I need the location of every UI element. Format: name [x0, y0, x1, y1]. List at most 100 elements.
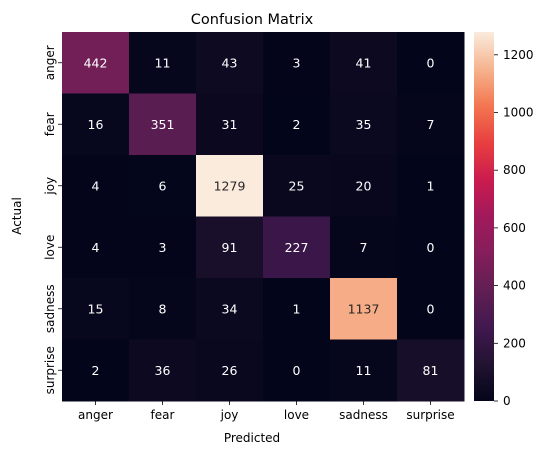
- heatmap-cell: [263, 155, 331, 217]
- cell-value-label: 0: [427, 240, 435, 255]
- heatmap-cell: [263, 278, 331, 340]
- cell-value-label: 20: [356, 178, 372, 193]
- cell-value-label: 7: [427, 117, 435, 132]
- y-tick-label: joy: [43, 177, 57, 196]
- cell-value-label: 0: [293, 363, 301, 378]
- heatmap-cell: [196, 216, 264, 279]
- cell-value-label: 31: [222, 117, 238, 132]
- cell-value-label: 0: [427, 55, 435, 70]
- heatmap-cell: [397, 216, 465, 279]
- heatmap-cell: [196, 155, 264, 217]
- cell-value-label: 41: [356, 55, 372, 70]
- heatmap-cell: [330, 216, 398, 279]
- heatmap-cell-labels: 442 11 43 3 41 016 351 31 2 35 74 6 1279 25 20 14 3 91 227…: [84, 55, 439, 378]
- cell-value-label: 26: [222, 363, 238, 378]
- x-axis-ticks: anger fear joy love sadness surprise: [78, 401, 455, 422]
- heatmap-cell: [397, 155, 465, 217]
- heatmap-cell: [397, 32, 465, 94]
- x-tick-label: joy: [220, 408, 239, 422]
- cell-value-label: 11: [356, 363, 372, 378]
- y-tick-label: love: [43, 235, 57, 260]
- heatmap-cell: [196, 278, 264, 340]
- colorbar-tick-label: 0: [503, 394, 511, 408]
- cell-value-label: 351: [151, 117, 175, 132]
- heatmap-cell: [397, 278, 465, 340]
- heatmap-cell: [330, 32, 398, 94]
- cell-value-label: 2: [293, 117, 301, 132]
- x-tick-label: anger: [78, 408, 113, 422]
- x-tick-label: fear: [151, 408, 175, 422]
- cell-value-label: 2: [92, 363, 100, 378]
- heatmap-cell: [330, 155, 398, 217]
- heatmap-cell: [330, 93, 398, 156]
- colorbar-ticks: 0 200 400 600 800 1000 1200: [494, 48, 534, 408]
- x-tick-label: love: [284, 408, 309, 422]
- y-axis-label: Actual: [10, 197, 24, 235]
- x-tick-label: surprise: [406, 408, 454, 422]
- cell-value-label: 81: [423, 363, 439, 378]
- chart-title: Confusion Matrix: [191, 12, 314, 28]
- cell-value-label: 3: [159, 240, 167, 255]
- heatmap-cell: [62, 155, 130, 217]
- cell-value-label: 1: [293, 301, 301, 316]
- x-axis-label: Predicted: [224, 431, 280, 445]
- cell-value-label: 0: [427, 301, 435, 316]
- heatmap-cell: [129, 155, 197, 217]
- x-tick-label: sadness: [339, 408, 388, 422]
- y-tick-label: surprise: [43, 346, 57, 394]
- cell-value-label: 43: [222, 55, 238, 70]
- colorbar-tick-label: 1000: [503, 105, 534, 119]
- cell-value-label: 4: [92, 178, 100, 193]
- cell-value-label: 442: [84, 55, 108, 70]
- heatmap-cell: [263, 339, 331, 402]
- cell-value-label: 7: [360, 240, 368, 255]
- colorbar-tick-label: 1200: [503, 48, 534, 62]
- cell-value-label: 1: [427, 178, 435, 193]
- colorbar-tick-label: 400: [503, 279, 526, 293]
- heatmap-cell: [129, 278, 197, 340]
- cell-value-label: 36: [155, 363, 171, 378]
- heatmap-cell: [196, 32, 264, 94]
- heatmap-cell: [330, 278, 398, 340]
- heatmap-cell: [129, 93, 197, 156]
- heatmap-cells: [62, 32, 465, 402]
- cell-value-label: 15: [88, 301, 104, 316]
- heatmap-cell: [196, 93, 264, 156]
- heatmap-cell: [62, 93, 130, 156]
- heatmap-cell: [62, 278, 130, 340]
- heatmap-cell: [263, 32, 331, 94]
- y-tick-label: sadness: [43, 284, 57, 333]
- heatmap-cell: [330, 339, 398, 402]
- heatmap-cell: [129, 339, 197, 402]
- y-tick-label: fear: [43, 112, 57, 136]
- cell-value-label: 227: [285, 240, 309, 255]
- colorbar-tick-label: 600: [503, 221, 526, 235]
- heatmap-cell: [62, 216, 130, 279]
- colorbar-tick-label: 800: [503, 163, 526, 177]
- cell-value-label: 34: [222, 301, 238, 316]
- cell-value-label: 91: [222, 240, 238, 255]
- cell-value-label: 3: [293, 55, 301, 70]
- heatmap-cell: [397, 339, 465, 402]
- cell-value-label: 4: [92, 240, 100, 255]
- cell-value-label: 11: [155, 55, 171, 70]
- heatmap-cell: [62, 339, 130, 402]
- cell-value-label: 1137: [348, 301, 380, 316]
- heatmap-cell: [263, 216, 331, 279]
- heatmap-cell: [196, 339, 264, 402]
- colorbar-tick-label: 200: [503, 336, 526, 350]
- cell-value-label: 35: [356, 117, 372, 132]
- heatmap-cell: [263, 93, 331, 156]
- colorbar: [474, 32, 494, 401]
- cell-value-label: 6: [159, 178, 167, 193]
- heatmap-cell: [397, 93, 465, 156]
- cell-value-label: 25: [289, 178, 305, 193]
- cell-value-label: 16: [88, 117, 104, 132]
- y-tick-label: anger: [43, 45, 57, 80]
- heatmap-cell: [62, 32, 130, 94]
- cell-value-label: 1279: [214, 178, 246, 193]
- heatmap-cell: [129, 216, 197, 279]
- y-axis-ticks: anger fear joy love sadness surprise: [43, 45, 62, 394]
- cell-value-label: 8: [159, 301, 167, 316]
